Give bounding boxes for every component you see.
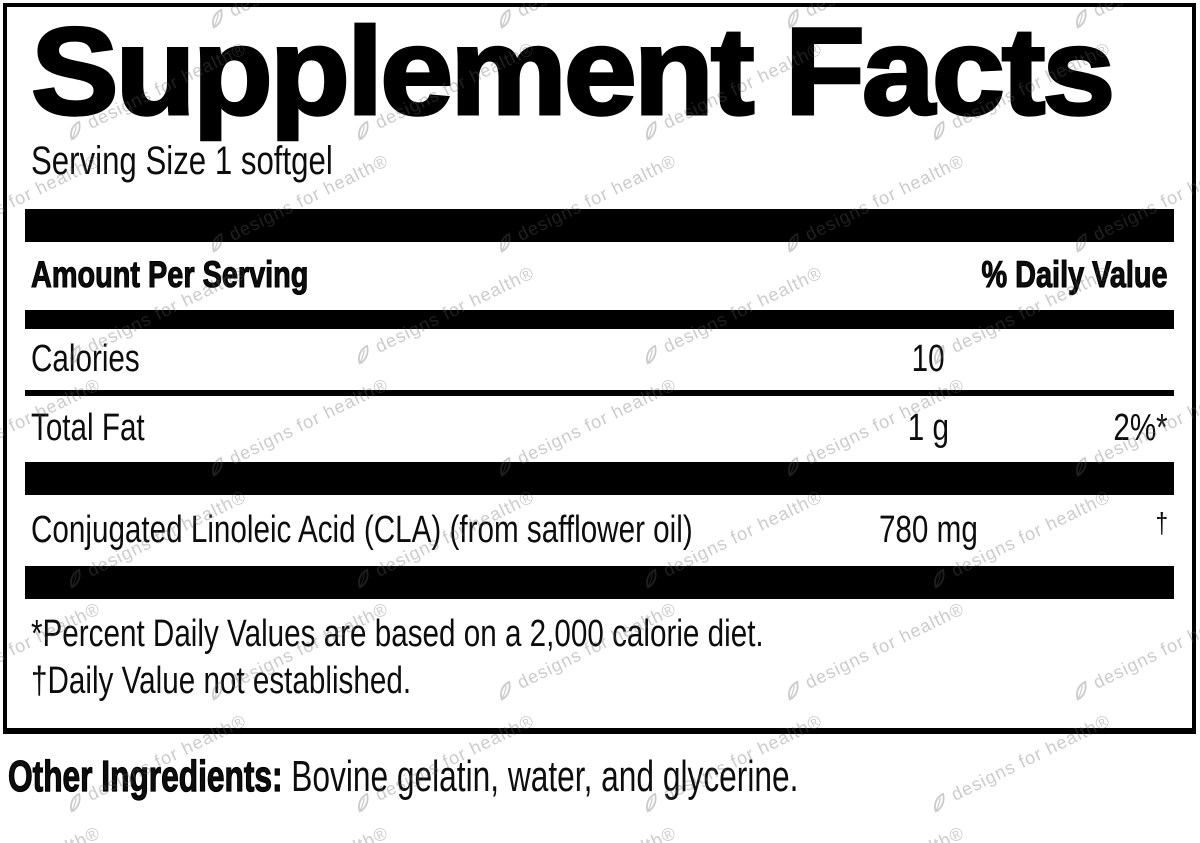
table-header-row: Amount Per Serving % Daily Value	[31, 242, 1169, 310]
serving-size-text: Serving Size 1 softgel	[31, 139, 333, 184]
other-ingredients: Other Ingredients: Bovine gelatin, water,…	[8, 751, 1200, 803]
other-ingredients-label: Other Ingredients:	[8, 751, 283, 801]
nutrient-name: Conjugated Linoleic Acid (CLA) (from saf…	[31, 508, 693, 551]
footnotes: *Percent Daily Values are based on a 2,0…	[31, 611, 1168, 705]
table-row-total-fat: Total Fat 1 g 2%*	[31, 396, 1168, 461]
nutrient-dv	[1023, 337, 1168, 381]
panel-title-text: Supplement Facts	[29, 3, 1117, 141]
nutrient-amount: 10	[911, 338, 945, 381]
serving-size: Serving Size 1 softgel	[31, 139, 1168, 183]
nutrient-amount: 1 g	[907, 407, 949, 450]
supplement-facts-panel: Supplement Facts Serving Size 1 softgel …	[3, 3, 1196, 734]
amount-per-serving-header: Amount Per Serving	[31, 254, 309, 296]
nutrient-name: Calories	[31, 338, 140, 381]
panel-title: Supplement Facts	[29, 3, 1168, 141]
nutrient-name: Total Fat	[31, 407, 145, 450]
table-row-calories: Calories 10	[31, 329, 1168, 390]
nutrient-amount: 780 mg	[878, 508, 978, 551]
nutrient-dv: †	[1155, 507, 1168, 540]
divider-thin-calories	[25, 390, 1174, 397]
footnote-percent-dv: *Percent Daily Values are based on a 2,0…	[31, 612, 764, 655]
daily-value-header: % Daily Value	[981, 254, 1168, 296]
footnote-dv-not-established: †Daily Value not established.	[31, 659, 412, 702]
divider-medium-header	[25, 310, 1174, 330]
other-ingredients-text: Bovine gelatin, water, and glycerine.	[291, 752, 799, 801]
divider-thick-mid	[25, 461, 1174, 495]
divider-thick-top	[25, 209, 1174, 243]
nutrient-dv: 2%*	[1113, 407, 1168, 450]
divider-thick-bottom	[25, 565, 1174, 599]
table-row-cla: Conjugated Linoleic Acid (CLA) (from saf…	[31, 495, 1168, 566]
